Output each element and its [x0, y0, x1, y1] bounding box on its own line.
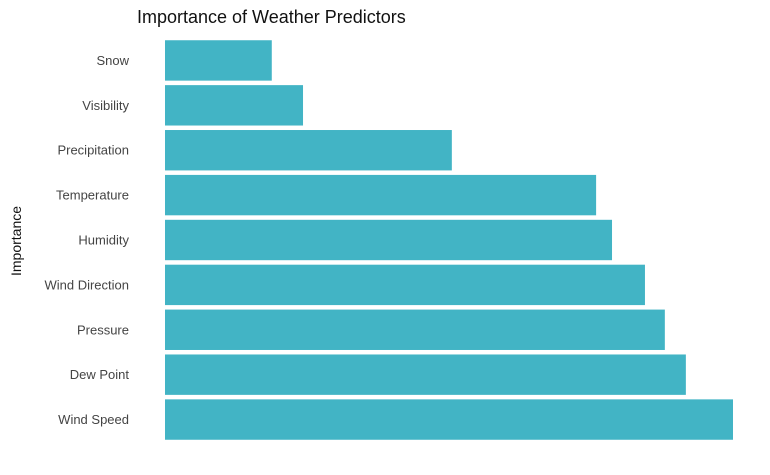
category-label-wind-direction: Wind Direction — [44, 277, 129, 292]
category-labels-group: Snow Visibility Precipitation Temperature Hu… — [44, 53, 129, 427]
bars-group — [165, 40, 733, 440]
bar-wind-direction — [165, 264, 645, 306]
y-axis-title: Importance — [8, 206, 24, 276]
bar-wind-speed — [165, 399, 733, 440]
category-label-wind-speed: Wind Speed — [58, 412, 129, 427]
chart-title: Importance of Weather Predictors — [137, 7, 406, 27]
bar-pressure — [165, 309, 665, 350]
category-label-temperature: Temperature — [56, 188, 129, 203]
category-label-snow: Snow — [96, 53, 129, 68]
category-label-dew-point: Dew Point — [70, 367, 130, 382]
bar-dew-point — [165, 354, 686, 395]
category-label-humidity: Humidity — [78, 233, 129, 248]
bar-humidity — [165, 219, 613, 261]
bar-snow — [165, 40, 272, 81]
category-label-pressure: Pressure — [77, 322, 129, 337]
category-label-visibility: Visibility — [82, 98, 129, 113]
bar-precipitation — [165, 130, 452, 171]
bar-visibility — [165, 85, 304, 126]
category-label-precipitation: Precipitation — [57, 143, 129, 158]
bar-temperature — [165, 174, 597, 216]
